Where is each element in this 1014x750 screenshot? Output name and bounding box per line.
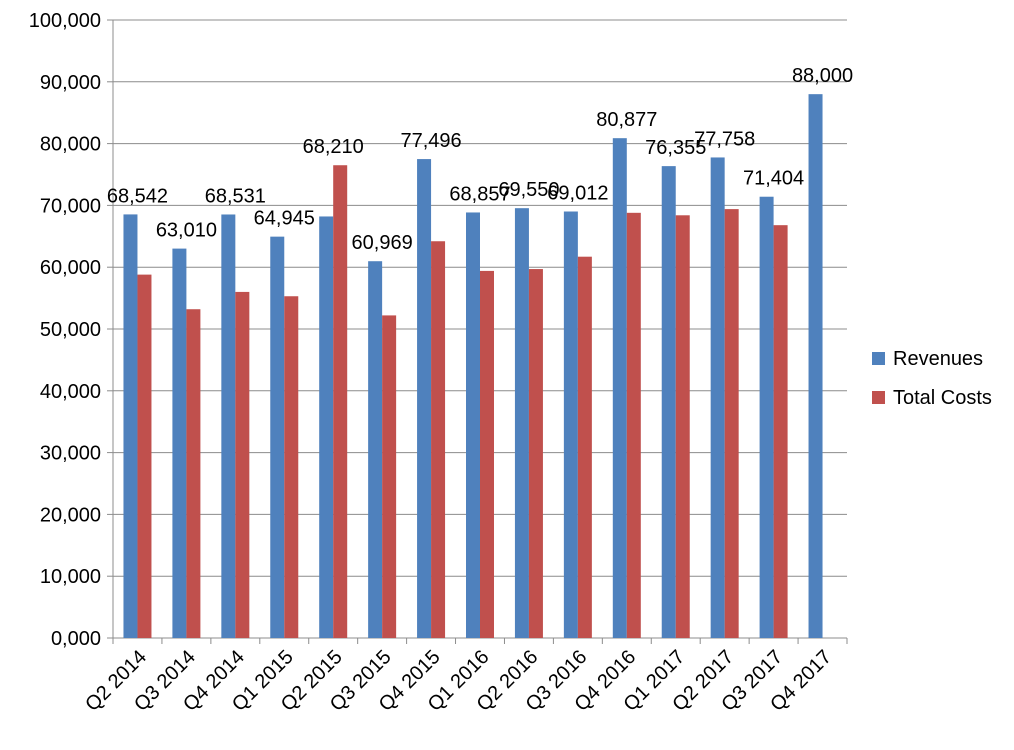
bar-total-costs	[675, 215, 690, 638]
bar-revenues	[417, 159, 432, 639]
data-label: 64,945	[254, 208, 315, 230]
bar-total-costs	[480, 270, 494, 638]
bar-revenues	[466, 212, 480, 638]
bar-total-costs	[724, 209, 739, 638]
bar-revenues	[514, 208, 529, 638]
legend: Revenues Total Costs	[872, 348, 992, 409]
bar-total-costs	[382, 315, 397, 638]
data-label: 69,550	[498, 179, 559, 201]
bars	[123, 94, 823, 639]
y-tick-label: 20,000	[40, 504, 101, 526]
y-tick-label: 60,000	[40, 257, 101, 279]
bar-revenues	[270, 236, 285, 638]
bar-total-costs	[528, 269, 543, 638]
data-label: 60,969	[352, 232, 413, 254]
data-label: 71,404	[743, 168, 804, 190]
bar-revenues	[563, 211, 578, 638]
legend-swatch	[872, 352, 885, 365]
y-tick-label: 70,000	[40, 195, 101, 217]
y-tick-label: 0,000	[51, 628, 101, 650]
bar-revenues	[759, 196, 774, 639]
bar-total-costs	[333, 165, 348, 639]
bar-revenues	[808, 94, 823, 638]
data-label: 69,012	[547, 183, 608, 205]
bar-revenues	[221, 214, 236, 638]
bar-revenues	[368, 261, 383, 638]
y-tick-label: 30,000	[40, 443, 101, 465]
bar-revenues	[612, 138, 627, 638]
data-label: 77,496	[400, 130, 461, 152]
bar-revenues	[319, 216, 334, 638]
y-tick-labels: 0,000 10,000 20,000 30,000 40,000 50,000 60,00…	[29, 10, 101, 650]
data-label: 68,857	[449, 183, 510, 205]
bar-total-costs	[186, 309, 201, 638]
data-label: 63,010	[156, 220, 217, 242]
data-label: 68,210	[303, 136, 364, 158]
y-tick-label: 90,000	[40, 72, 101, 94]
bar-revenues	[661, 166, 676, 638]
bar-total-costs	[431, 241, 446, 638]
bar-revenues	[172, 248, 187, 638]
y-tick-label: 50,000	[40, 319, 101, 341]
bar-total-costs	[773, 225, 788, 638]
bar-revenues	[123, 214, 138, 638]
bar-total-costs	[235, 291, 250, 638]
bar-revenues	[710, 157, 725, 638]
bar-total-costs	[284, 296, 299, 638]
y-tick-label: 10,000	[40, 566, 101, 588]
y-tick-label: 40,000	[40, 381, 101, 403]
data-label: 77,758	[694, 128, 755, 150]
data-label: 68,542	[107, 185, 168, 207]
y-tick-label: 80,000	[40, 134, 101, 156]
legend-label: Revenues	[893, 348, 983, 370]
bar-total-costs	[137, 274, 152, 638]
data-label: 76,355	[645, 137, 706, 159]
legend-label: Total Costs	[893, 387, 992, 409]
bar-total-costs	[626, 212, 641, 639]
data-label: 88,000	[792, 65, 853, 87]
bar-total-costs	[577, 256, 592, 638]
data-label: 68,531	[205, 185, 266, 207]
y-tick-label: 100,000	[29, 10, 101, 32]
data-label: 80,877	[596, 109, 657, 131]
legend-swatch	[872, 391, 885, 404]
